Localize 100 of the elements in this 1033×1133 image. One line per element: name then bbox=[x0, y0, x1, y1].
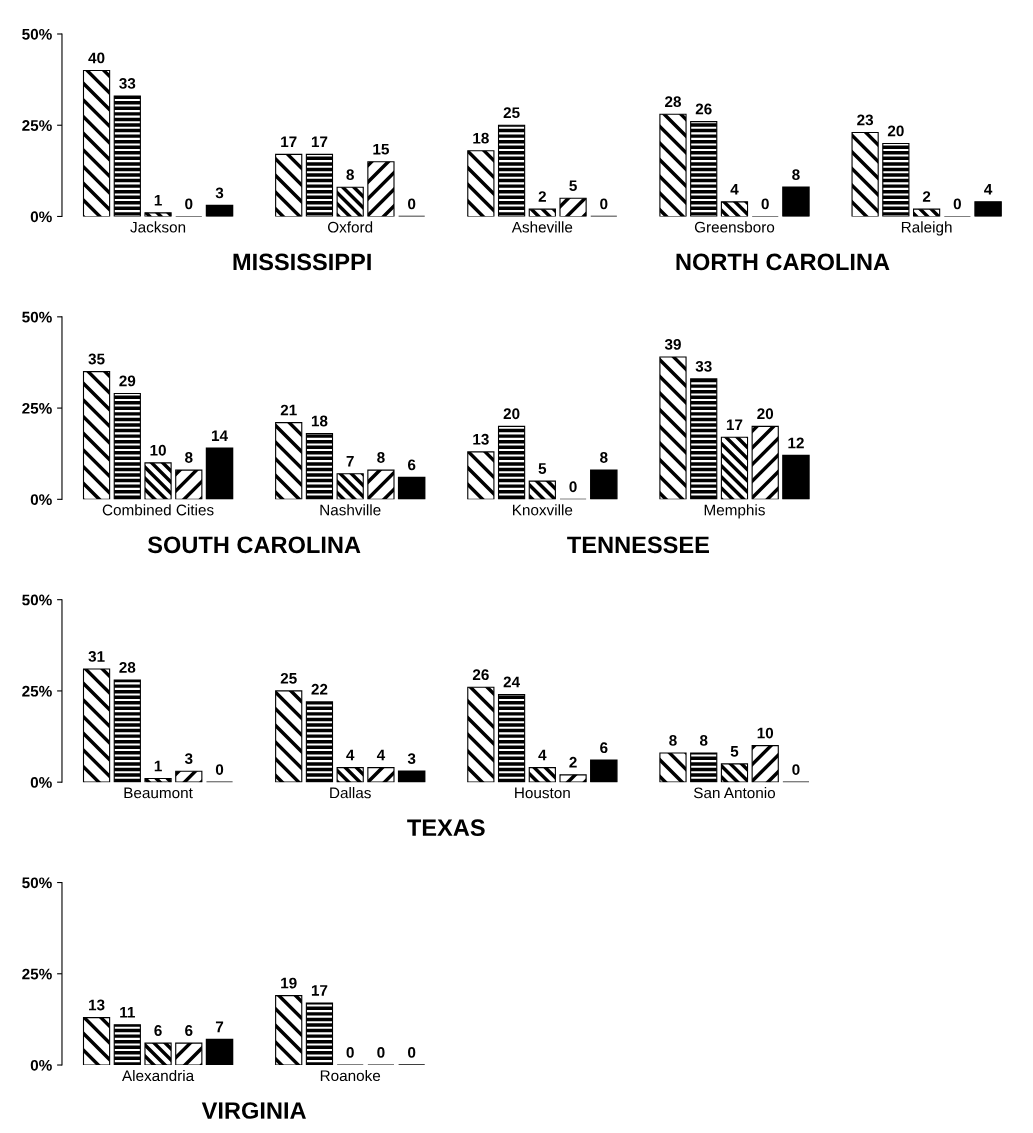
data-label: 4 bbox=[376, 749, 386, 761]
data-label: 28 bbox=[119, 661, 136, 673]
data-label: 1 bbox=[154, 194, 162, 206]
y-tick-label: 50% bbox=[22, 877, 52, 889]
y-tick-label: 25% bbox=[22, 120, 52, 131]
data-label: 8 bbox=[669, 734, 677, 746]
data-label: 26 bbox=[472, 669, 489, 681]
data-label: 8 bbox=[699, 734, 708, 746]
data-label: 2 bbox=[538, 191, 546, 202]
y-tick-label: 0% bbox=[30, 777, 52, 788]
x-tick-label: Dallas bbox=[330, 787, 371, 799]
data-label: 33 bbox=[695, 360, 712, 372]
data-label: 10 bbox=[757, 727, 774, 739]
data-label: 8 bbox=[377, 452, 385, 463]
data-label: 0 bbox=[408, 1047, 416, 1058]
data-label: 1 bbox=[154, 760, 162, 772]
data-label: 3 bbox=[184, 753, 193, 765]
data-label: 4 bbox=[730, 184, 739, 195]
x-tick-label: Beaumont bbox=[124, 787, 193, 799]
data-label: 8 bbox=[600, 452, 608, 463]
x-tick-label: Greensboro bbox=[694, 221, 775, 233]
data-label: 18 bbox=[473, 132, 489, 144]
text: TENNESSEE bbox=[567, 536, 709, 554]
data-label: 6 bbox=[185, 1025, 193, 1036]
data-label: 14 bbox=[212, 430, 228, 441]
x-tick-label: Raleigh bbox=[901, 221, 952, 236]
x-tick-label: Jackson bbox=[130, 221, 186, 233]
data-label: 4 bbox=[984, 184, 993, 195]
y-tick-label: 0% bbox=[30, 1059, 52, 1071]
data-label: 0 bbox=[761, 198, 769, 210]
data-label: 8 bbox=[185, 452, 193, 463]
x-tick-label: Asheville bbox=[511, 221, 573, 233]
data-label: 12 bbox=[788, 437, 804, 449]
data-label: 10 bbox=[150, 444, 166, 456]
text: SOUTH CAROLINA bbox=[147, 536, 361, 554]
y-tick-label: 25% bbox=[22, 968, 52, 980]
data-label: 6 bbox=[154, 1025, 162, 1036]
data-label: 6 bbox=[407, 459, 416, 471]
y-tick-label: 25% bbox=[22, 402, 52, 414]
data-label: 7 bbox=[346, 455, 354, 467]
data-label: 28 bbox=[665, 96, 682, 108]
data-label: 33 bbox=[119, 78, 136, 89]
x-tick-label: Oxford bbox=[327, 221, 373, 233]
x-tick-label: Combined Cities bbox=[102, 504, 214, 516]
text: MISSISSIPPI bbox=[233, 253, 371, 271]
data-label: 0 bbox=[569, 481, 577, 493]
data-label: 0 bbox=[600, 198, 608, 210]
data-label: 18 bbox=[311, 415, 328, 427]
data-label: 29 bbox=[119, 375, 136, 387]
data-label: 26 bbox=[695, 103, 712, 115]
data-label: 0 bbox=[185, 198, 193, 210]
data-label: 17 bbox=[281, 136, 297, 148]
data-label: 20 bbox=[757, 408, 774, 420]
text: VIRGINIA bbox=[201, 1102, 306, 1119]
x-tick-label: Alexandria bbox=[121, 1069, 195, 1082]
data-label: 2 bbox=[569, 756, 577, 768]
data-label: 15 bbox=[373, 143, 389, 155]
data-label: 6 bbox=[600, 742, 608, 754]
data-label: 4 bbox=[538, 749, 547, 761]
x-tick-label: Houston bbox=[515, 787, 570, 799]
data-label: 17 bbox=[726, 419, 743, 430]
x-tick-label: Memphis bbox=[704, 504, 765, 519]
x-tick-label: Nashville bbox=[320, 504, 381, 516]
data-label: 5 bbox=[569, 180, 577, 192]
y-tick-label: 0% bbox=[30, 211, 52, 223]
data-label: 8 bbox=[792, 169, 800, 181]
text: TEXAS bbox=[407, 819, 485, 837]
data-label: 23 bbox=[857, 114, 874, 126]
data-label: 17 bbox=[311, 136, 328, 148]
data-label: 17 bbox=[311, 985, 328, 996]
data-label: 0 bbox=[792, 764, 800, 775]
data-label: 5 bbox=[730, 746, 739, 757]
y-tick-label: 50% bbox=[22, 311, 52, 323]
data-label: 0 bbox=[215, 764, 224, 775]
data-label: 31 bbox=[88, 651, 105, 662]
y-tick-label: 50% bbox=[22, 594, 52, 606]
data-label: 40 bbox=[88, 52, 105, 64]
text: NORTH CAROLINA bbox=[676, 253, 890, 271]
data-label: 0 bbox=[953, 198, 961, 210]
y-tick-label: 0% bbox=[30, 494, 52, 506]
data-label: 25 bbox=[280, 672, 297, 684]
data-label: 35 bbox=[88, 353, 105, 365]
data-label: 19 bbox=[281, 977, 297, 989]
data-label: 25 bbox=[503, 107, 520, 119]
data-label: 39 bbox=[664, 338, 681, 350]
data-label: 13 bbox=[89, 999, 105, 1011]
data-label: 22 bbox=[311, 683, 328, 695]
data-label: 0 bbox=[377, 1047, 385, 1058]
data-label: 24 bbox=[503, 676, 520, 688]
data-label: 8 bbox=[346, 169, 354, 181]
data-label: 20 bbox=[503, 408, 520, 420]
data-label: 0 bbox=[408, 198, 416, 210]
data-label: 2 bbox=[922, 191, 931, 202]
data-label: 5 bbox=[538, 463, 547, 474]
y-tick-label: 25% bbox=[22, 685, 52, 697]
data-label: 7 bbox=[215, 1021, 224, 1033]
data-label: 4 bbox=[346, 749, 355, 761]
x-tick-label: San Antonio bbox=[693, 787, 776, 799]
data-label: 3 bbox=[215, 187, 224, 199]
x-tick-label: Knoxville bbox=[513, 504, 573, 516]
